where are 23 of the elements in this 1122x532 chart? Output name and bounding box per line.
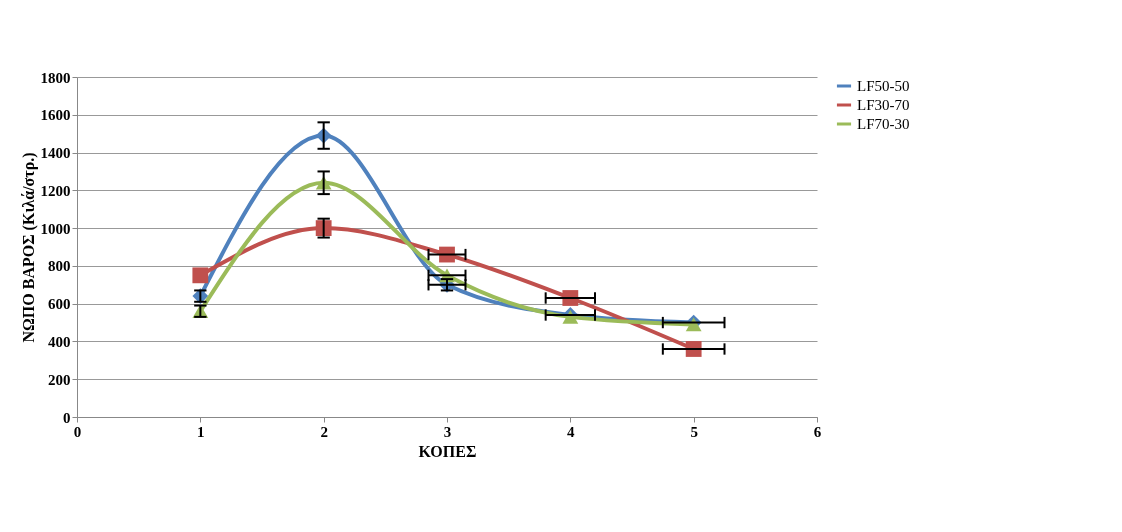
y-tick-label: 600 (48, 296, 71, 313)
y-tick-label: 800 (48, 258, 71, 275)
x-axis-title: ΚΟΠΕΣ (418, 442, 477, 460)
y-tick-label: 1000 (40, 220, 71, 237)
legend-label: LF70-30 (857, 116, 910, 132)
y-tick-label: 1800 (40, 69, 71, 86)
legend-label: LF30-70 (857, 97, 910, 113)
x-tick-label: 6 (813, 423, 822, 440)
legend-label: LF50-50 (857, 78, 910, 94)
y-tick-label: 1600 (40, 107, 71, 124)
y-tick-label: 0 (63, 409, 71, 426)
y-tick-label: 400 (48, 333, 71, 350)
x-tick-label: 0 (73, 423, 82, 440)
x-tick-label: 1 (197, 423, 205, 440)
x-tick-label: 5 (690, 423, 698, 440)
y-tick-label: 200 (48, 371, 71, 388)
y-axis-title: ΝΩΠΟ ΒΑΡΟΣ (Κιλά/στρ.) (19, 152, 38, 343)
y-tick-label: 1400 (40, 145, 71, 162)
y-tick-label: 1200 (40, 182, 71, 199)
x-tick-label: 4 (567, 423, 576, 440)
point (192, 267, 209, 284)
x-tick-label: 3 (443, 423, 452, 440)
x-tick-label: 2 (320, 423, 328, 440)
